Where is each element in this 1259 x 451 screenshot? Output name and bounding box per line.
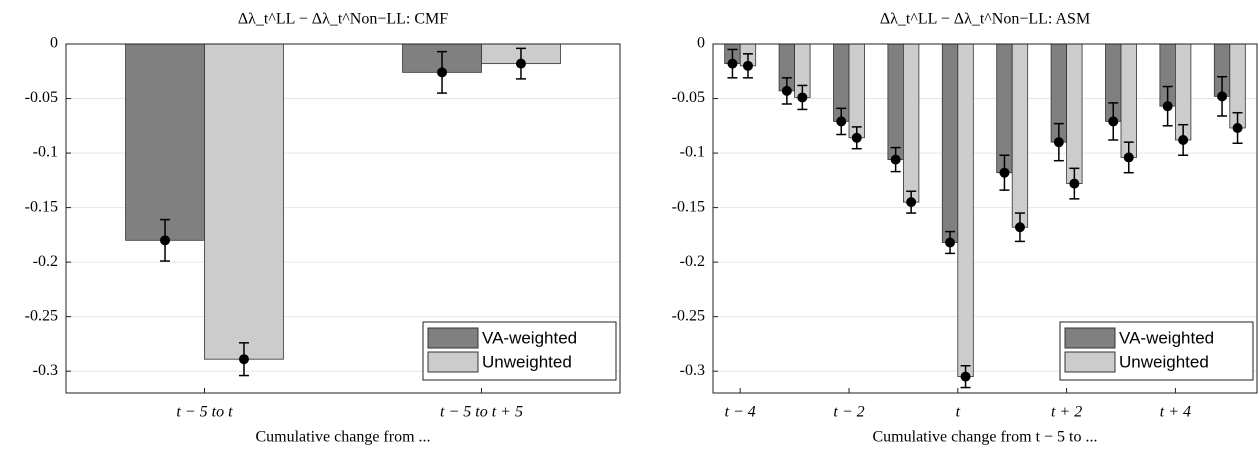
bar	[204, 43, 284, 360]
legend-swatch	[1064, 327, 1116, 349]
y-tick-label: 0	[50, 35, 58, 52]
x-axis-label: Cumulative change from t − 5 to ...	[873, 429, 1098, 446]
legend-swatch	[427, 327, 479, 349]
y-tick-label: 0	[697, 35, 705, 52]
bar	[125, 43, 205, 241]
y-tick-label: -0.3	[680, 362, 705, 379]
legend-label: Unweighted	[1119, 352, 1209, 371]
point	[1014, 222, 1025, 233]
bar	[887, 43, 904, 161]
legend-label: VA-weighted	[1119, 328, 1214, 347]
point	[999, 167, 1010, 178]
point	[727, 58, 738, 69]
bar	[996, 43, 1013, 174]
x-tick-label: t − 5 to t + 5	[440, 404, 523, 421]
y-tick-label: -0.15	[672, 198, 705, 215]
y-tick-label: -0.1	[33, 144, 58, 161]
y-tick-label: -0.2	[680, 253, 705, 270]
x-tick-label: t + 4	[1160, 404, 1191, 421]
y-tick-label: -0.2	[33, 253, 58, 270]
y-tick-label: -0.1	[680, 144, 705, 161]
legend-label: VA-weighted	[482, 328, 577, 347]
point	[890, 154, 901, 165]
legend-swatch	[427, 351, 479, 373]
x-tick-label: t − 2	[833, 404, 864, 421]
chart-title: Δλ_t^LL − Δλ_t^Non−LL: ASM	[880, 11, 1090, 28]
legend-swatch	[1064, 351, 1116, 373]
axes-box	[712, 43, 1258, 394]
bar	[903, 43, 920, 203]
x-axis-label: Cumulative change from ...	[255, 429, 430, 446]
point	[851, 132, 862, 143]
bar	[957, 43, 974, 378]
y-tick-label: -0.3	[33, 362, 58, 379]
point	[742, 60, 753, 71]
x-tick-label: t + 2	[1051, 404, 1082, 421]
point	[836, 116, 847, 127]
point	[1053, 137, 1064, 148]
y-tick-label: -0.05	[25, 89, 58, 106]
legend-label: Unweighted	[482, 352, 572, 371]
point	[160, 235, 171, 246]
point	[1178, 134, 1189, 145]
point	[906, 197, 917, 208]
point	[1123, 152, 1134, 163]
bar	[848, 43, 865, 139]
chart-title: Δλ_t^LL − Δλ_t^Non−LL: CMF	[238, 11, 448, 28]
bar	[1011, 43, 1029, 228]
point	[238, 354, 249, 365]
y-tick-label: -0.25	[672, 307, 705, 324]
x-tick-label: t	[956, 404, 961, 421]
bar	[941, 43, 959, 243]
point	[1108, 116, 1119, 127]
bar	[1120, 43, 1137, 158]
point	[1069, 178, 1080, 189]
y-tick-label: -0.15	[25, 198, 58, 215]
point	[437, 67, 448, 78]
point	[1217, 91, 1228, 102]
bar	[1066, 43, 1083, 185]
y-tick-label: -0.05	[672, 89, 705, 106]
x-tick-label: t − 4	[725, 404, 756, 421]
point	[781, 85, 792, 96]
point	[797, 92, 808, 103]
point	[1232, 122, 1243, 133]
y-tick-label: -0.25	[25, 307, 58, 324]
point	[960, 371, 971, 382]
axes-box	[65, 43, 621, 394]
point	[515, 58, 526, 69]
point	[1162, 101, 1173, 112]
point	[945, 237, 956, 248]
x-tick-label: t − 5 to t	[176, 404, 233, 421]
